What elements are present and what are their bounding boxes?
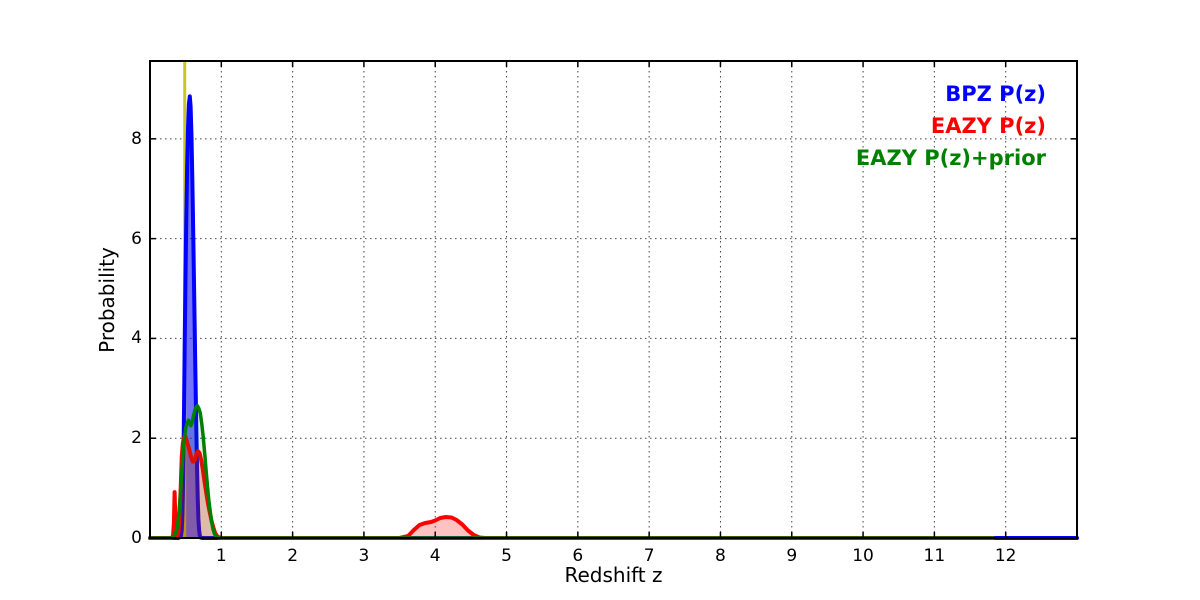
x-tick-label: 3 bbox=[358, 546, 370, 566]
legend-entry: EAZY P(z) bbox=[930, 114, 1046, 138]
y-tick-label: 0 bbox=[131, 528, 142, 548]
x-tick-label: 8 bbox=[715, 546, 726, 566]
series-line bbox=[148, 433, 995, 540]
x-tick-label: 12 bbox=[994, 546, 1017, 566]
y-tick-label: 8 bbox=[131, 128, 142, 149]
x-tick-label: 6 bbox=[572, 546, 584, 566]
legend: BPZ P(z) EAZY P(z) EAZY P(z)+prior bbox=[856, 78, 1046, 174]
y-tick-label: 4 bbox=[131, 328, 142, 349]
y-axis-label: Probability bbox=[95, 246, 119, 353]
legend-entry: BPZ P(z) bbox=[945, 82, 1046, 106]
series-fill bbox=[150, 435, 993, 538]
legend-entry: EAZY P(z)+prior bbox=[855, 146, 1046, 170]
x-axis-label: Redshift z bbox=[564, 563, 663, 587]
y-tick-label: 6 bbox=[131, 228, 142, 249]
axes-spines bbox=[149, 60, 1078, 539]
series-line bbox=[148, 404, 995, 540]
y-tick-label: 2 bbox=[131, 428, 142, 449]
x-tick-label: 11 bbox=[923, 546, 946, 566]
series-line bbox=[148, 94, 1079, 540]
x-tick-label: 9 bbox=[786, 546, 798, 566]
x-tick-label: 4 bbox=[429, 546, 441, 566]
x-tick-label: 7 bbox=[643, 546, 655, 566]
x-tick-label: 2 bbox=[287, 546, 299, 566]
x-tick-label: 1 bbox=[215, 546, 227, 566]
x-tick-label: 10 bbox=[852, 546, 874, 566]
series-fill bbox=[150, 405, 993, 538]
x-tick-label: 5 bbox=[501, 546, 512, 566]
